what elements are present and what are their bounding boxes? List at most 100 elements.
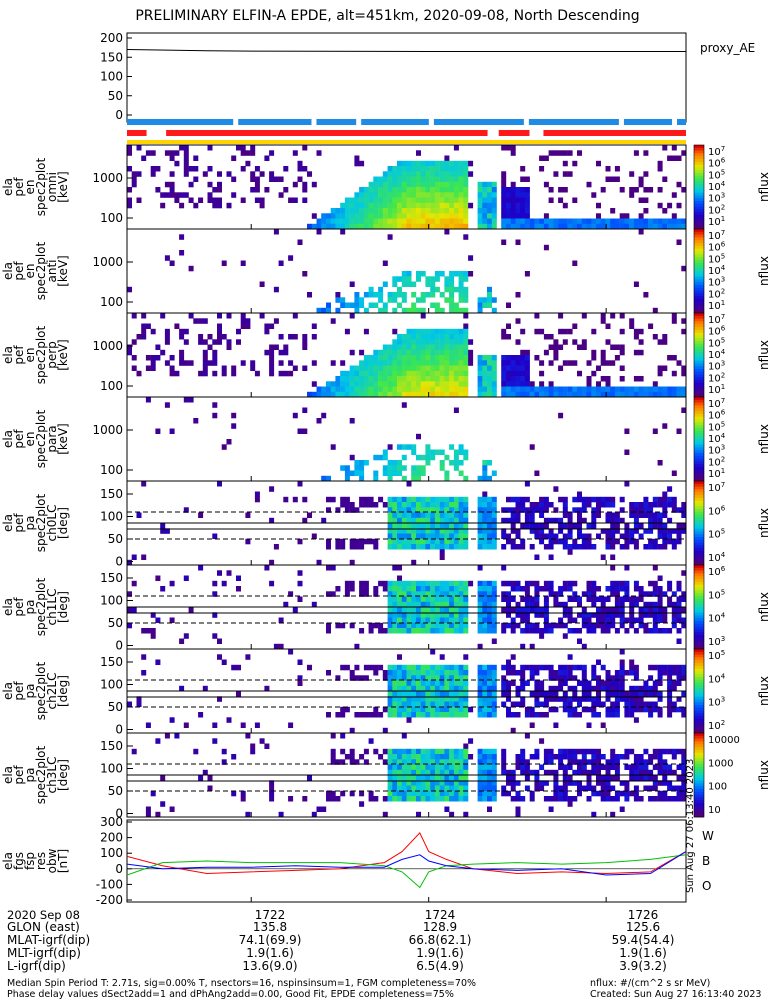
spectrogram-cell xyxy=(562,675,568,681)
spectrogram-cell xyxy=(463,775,469,781)
spectrogram-cell xyxy=(420,785,426,791)
spectrogram-cell xyxy=(676,391,682,398)
spectrogram-cell xyxy=(359,187,365,193)
spectrogram-cell xyxy=(667,664,673,671)
spectrogram-cell xyxy=(652,496,658,503)
spectrogram-cell xyxy=(449,706,455,713)
spectrogram-cell xyxy=(667,769,673,776)
spectrogram-cell xyxy=(524,381,530,387)
spectrogram-cell xyxy=(449,381,455,387)
spectrogram-cell xyxy=(439,339,445,345)
spectrogram-cell xyxy=(458,628,464,634)
spectrogram-cell xyxy=(453,360,459,366)
spectrogram-cell xyxy=(562,533,568,539)
colorbar-label: nflux xyxy=(757,256,771,286)
spectrogram-cell xyxy=(311,533,317,539)
panel-ylabel: ela xyxy=(1,598,15,616)
spectrogram-cell xyxy=(501,754,507,760)
pitch-tick-label: 0 xyxy=(115,639,123,653)
spectrogram-cell xyxy=(363,360,369,366)
spectrogram-cell xyxy=(501,328,507,335)
spectrogram-cell xyxy=(420,769,426,776)
fgs-ylabel: [nT] xyxy=(56,849,70,873)
spectrogram-cell xyxy=(577,764,582,770)
spectrogram-cell xyxy=(524,208,530,214)
spectrogram-cell xyxy=(240,145,246,151)
spectrogram-cell xyxy=(387,612,393,618)
spectrogram-cell xyxy=(463,811,469,818)
spectrogram-cell xyxy=(562,150,568,156)
spectrogram-cell xyxy=(411,601,417,608)
panel-ylabel: spec2plot xyxy=(34,661,48,720)
spectrogram-cell xyxy=(420,386,426,392)
colorbar-cell xyxy=(694,500,704,504)
spectrogram-cell xyxy=(326,386,331,392)
spectrogram-cell xyxy=(250,743,256,749)
spectrogram-cell xyxy=(463,202,469,209)
spectrogram-cell xyxy=(174,733,180,739)
spectrogram-cell xyxy=(619,696,625,702)
spectrogram-cell xyxy=(392,202,398,209)
spectrogram-cell xyxy=(487,360,492,366)
spectrogram-cell xyxy=(269,486,275,492)
spectrogram-cell xyxy=(577,780,582,786)
spectrogram-cell xyxy=(449,197,455,203)
spectrogram-cell xyxy=(416,612,421,618)
spectrogram-cell xyxy=(501,239,507,245)
spectrogram-cell xyxy=(629,596,635,602)
spectrogram-cell xyxy=(671,769,677,776)
spectrogram-cell xyxy=(397,654,402,660)
spectrogram-cell xyxy=(444,344,450,350)
colorbar-cell xyxy=(694,755,704,759)
spectrogram-cell xyxy=(487,208,492,214)
spectrogram-cell xyxy=(562,701,568,707)
spectrogram-cell xyxy=(577,748,582,755)
spectrogram-cell xyxy=(458,764,464,770)
spectrogram-cell xyxy=(193,318,199,324)
spectrogram-cell xyxy=(439,680,445,686)
spectrogram-cell xyxy=(193,176,199,182)
spectrogram-cell xyxy=(453,769,459,776)
spectrogram-cell xyxy=(614,691,620,697)
spectrogram-cell xyxy=(269,355,275,361)
spectrogram-cell xyxy=(567,533,573,539)
spectrogram-cell xyxy=(250,145,256,151)
spectrogram-cell xyxy=(425,360,431,366)
spectrogram-cell xyxy=(482,544,488,550)
spectrogram-cell xyxy=(127,197,132,203)
spectrogram-cell xyxy=(572,675,578,681)
spectrogram-cell xyxy=(392,754,398,760)
spectrogram-cell xyxy=(671,612,677,618)
spectrogram-cell xyxy=(681,664,687,671)
spectrogram-cell xyxy=(562,218,568,224)
spectrogram-cell xyxy=(449,360,455,366)
spectrogram-cell xyxy=(676,706,682,713)
spectrogram-cell xyxy=(515,292,521,298)
spectrogram-cell xyxy=(420,181,426,188)
spectrogram-cell xyxy=(548,691,554,697)
spectrogram-cell xyxy=(482,796,488,802)
spectrogram-cell xyxy=(444,297,450,303)
spectrogram-cell xyxy=(453,507,459,513)
spectrogram-cell xyxy=(643,292,649,298)
spectrogram-cell xyxy=(605,391,611,398)
spectrogram-cell xyxy=(434,370,440,377)
spectrogram-cell xyxy=(463,171,469,177)
spectrogram-cell xyxy=(434,780,440,786)
spectrogram-cell xyxy=(458,208,464,214)
spectrogram-cell xyxy=(482,759,488,765)
spectrogram-cell xyxy=(363,748,369,755)
spectrogram-cell xyxy=(600,622,606,629)
spectrogram-cell xyxy=(449,496,455,503)
colorbar-cell xyxy=(694,167,704,171)
spectrogram-cell xyxy=(434,580,440,587)
spectrogram-cell xyxy=(439,769,445,776)
colorbar-cell xyxy=(694,674,704,678)
spectrogram-cell xyxy=(506,712,511,718)
spectrogram-cell xyxy=(562,748,568,755)
spectrogram-cell xyxy=(240,197,246,203)
spectrogram-cell xyxy=(449,171,455,177)
spectrogram-cell xyxy=(491,586,497,592)
spectrogram-cell xyxy=(269,780,275,786)
spectrogram-cell xyxy=(397,586,402,592)
